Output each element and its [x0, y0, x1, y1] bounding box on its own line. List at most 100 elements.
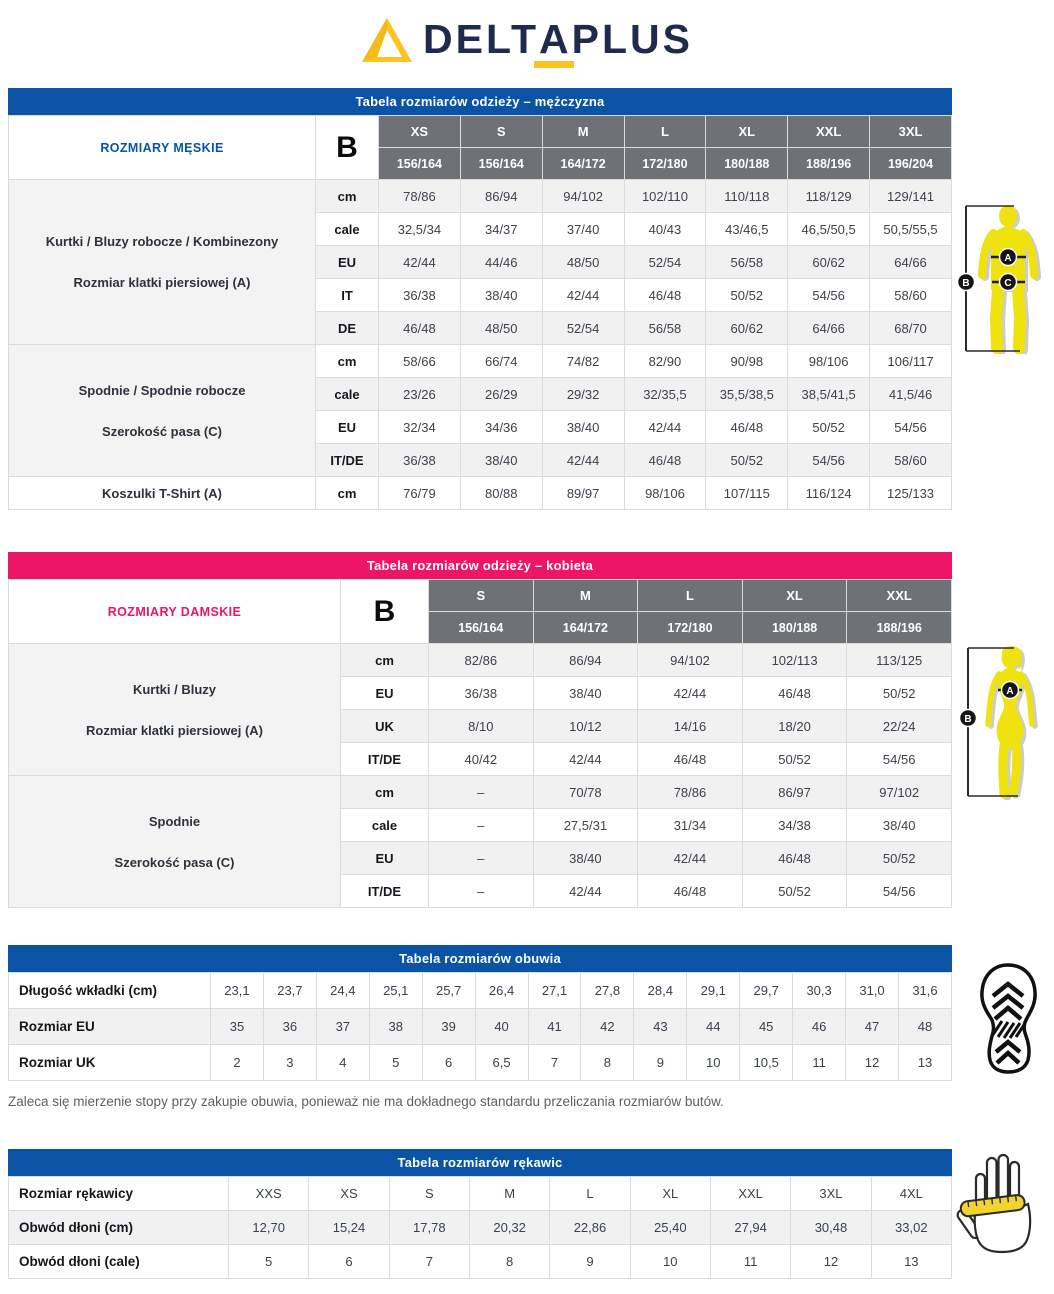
size-column-header: XS [378, 115, 461, 148]
size-value: 29,1 [686, 972, 741, 1009]
size-value: 38/40 [459, 278, 543, 312]
size-value: 34/36 [459, 410, 543, 444]
unit-label: IT [315, 278, 379, 312]
size-value: 5 [368, 1044, 423, 1081]
shoe-measure-note: Zaleca się mierzenie stopy przy zakupie … [8, 1094, 724, 1109]
size-value: 46/48 [637, 874, 743, 908]
section-label: Spodnie Szerokość pasa (C) [8, 775, 341, 908]
height-range-header: 188/196 [846, 611, 952, 644]
size-value: 42/44 [623, 410, 707, 444]
section-label-line: Szerokość pasa (C) [102, 423, 222, 439]
table-row: EU 36/38 38/40 42/44 46/48 50/52 [9, 676, 952, 710]
size-value: 54/56 [787, 443, 871, 477]
height-range-header: 156/164 [459, 147, 543, 180]
male-body-measurement-figure: A C B [956, 205, 1038, 354]
size-value: 41,5/46 [869, 377, 952, 411]
header-row: ROZMIARY DAMSKIE B S M L XL XXL [8, 579, 952, 644]
size-value: 58/66 [378, 344, 461, 378]
size-value: 42/44 [637, 841, 743, 875]
header-row: 156/164 164/172 172/180 180/188 188/196 [9, 611, 952, 644]
section-label-line: Koszulki T-Shirt (A) [102, 485, 222, 501]
size-value: – [428, 775, 534, 809]
unit-label: cm [340, 775, 429, 809]
size-value: 78/86 [637, 775, 743, 809]
size-value: 42/44 [532, 742, 639, 776]
size-value: 33,02 [870, 1210, 953, 1245]
size-value: 30,3 [792, 972, 847, 1009]
size-value: 89/97 [541, 476, 625, 510]
size-value: 40/43 [623, 212, 707, 246]
hand-measurement-icon [956, 1153, 1032, 1254]
size-value: 5 [227, 1244, 310, 1279]
size-value: 29/32 [541, 377, 625, 411]
size-value: 54/56 [846, 874, 952, 908]
size-value: 34/38 [741, 808, 848, 842]
size-value: 94/102 [541, 179, 625, 213]
table-row: UK 8/10 10/12 14/16 18/20 22/24 [9, 709, 952, 743]
size-value: 38/40 [459, 443, 543, 477]
size-value: 4XL [870, 1176, 953, 1211]
unit-label: cm [315, 476, 379, 510]
size-value: 86/94 [532, 643, 639, 677]
size-value: 15,24 [308, 1210, 390, 1245]
table-row: Długość wkładki (cm) 23,1 23,7 24,4 25,1 25,7… [8, 972, 953, 1009]
size-value: 3XL [790, 1176, 872, 1211]
size-value: 113/125 [846, 643, 952, 677]
size-value: 42 [580, 1008, 635, 1045]
table-row: EU 42/44 44/46 48/50 52/54 56/58 60/62 64/66 [9, 245, 952, 279]
size-value: 8/10 [428, 709, 534, 743]
size-column-header: M [532, 579, 639, 612]
table-row: Kurtki / Bluzy robocze / Kombinezony Rozm… [8, 179, 952, 345]
size-value: XS [308, 1176, 390, 1211]
size-value: 46/48 [741, 676, 848, 710]
height-range-header: 196/204 [869, 147, 952, 180]
size-value: 56/58 [705, 245, 789, 279]
size-value: 47 [845, 1008, 899, 1045]
size-value: 24,4 [315, 972, 370, 1009]
size-value: 31,0 [845, 972, 899, 1009]
size-value: 106/117 [869, 344, 952, 378]
size-value: XL [629, 1176, 711, 1211]
table-row: cale –27,5/31 31/34 34/38 38/40 [9, 808, 952, 842]
size-value: 11 [792, 1044, 847, 1081]
size-value: 6 [308, 1244, 390, 1279]
glove-table-title: Tabela rozmiarów rękawic [8, 1149, 952, 1176]
section-label-line: Spodnie [148, 813, 201, 829]
size-value: 42/44 [637, 676, 743, 710]
table-row: Spodnie / Spodnie robocze Szerokość pasa … [8, 344, 952, 477]
size-value: 31/34 [637, 808, 743, 842]
section-label-line: Rozmiar klatki piersiowej (A) [86, 722, 263, 738]
svg-text:B: B [962, 278, 969, 289]
size-value: 25,1 [368, 972, 423, 1009]
size-value: 46/48 [623, 443, 707, 477]
size-value: 46/48 [741, 841, 848, 875]
female-body-measurement-figure: A B [958, 646, 1035, 799]
size-value: 86/97 [741, 775, 848, 809]
size-column-header: XL [705, 115, 789, 148]
size-value: 27,94 [709, 1210, 792, 1245]
size-value: 4 [315, 1044, 370, 1081]
size-value: 42/44 [378, 245, 461, 279]
table-row: Kurtki / Bluzy Rozmiar klatki piersiowej … [8, 643, 952, 776]
size-value: 35 [210, 1008, 264, 1045]
svg-text:A: A [1006, 686, 1013, 697]
size-value: 38/40 [846, 808, 952, 842]
size-value: 2 [210, 1044, 264, 1081]
table-row: IT/DE 40/42 42/44 46/48 50/52 54/56 [9, 742, 952, 776]
size-value: 32/35,5 [623, 377, 707, 411]
svg-text:A: A [1004, 253, 1011, 264]
delta-triangle-icon [362, 18, 412, 62]
size-value: 40/42 [428, 742, 534, 776]
brand-suffix: PLUS [571, 15, 693, 62]
header-row: 156/164 156/164 164/172 172/180 180/188 188/1… [9, 147, 952, 180]
height-letter-label: B [340, 579, 429, 644]
height-range-header: 164/172 [541, 147, 625, 180]
unit-label: EU [340, 676, 429, 710]
size-value: 13 [897, 1044, 953, 1081]
brand-logo[interactable]: DELTAPLUS [0, 0, 1054, 70]
size-value: 56/58 [623, 311, 707, 345]
size-value: 8 [580, 1044, 635, 1081]
size-column-header: L [637, 579, 743, 612]
unit-label: cale [315, 212, 379, 246]
height-range-header: 188/196 [787, 147, 871, 180]
